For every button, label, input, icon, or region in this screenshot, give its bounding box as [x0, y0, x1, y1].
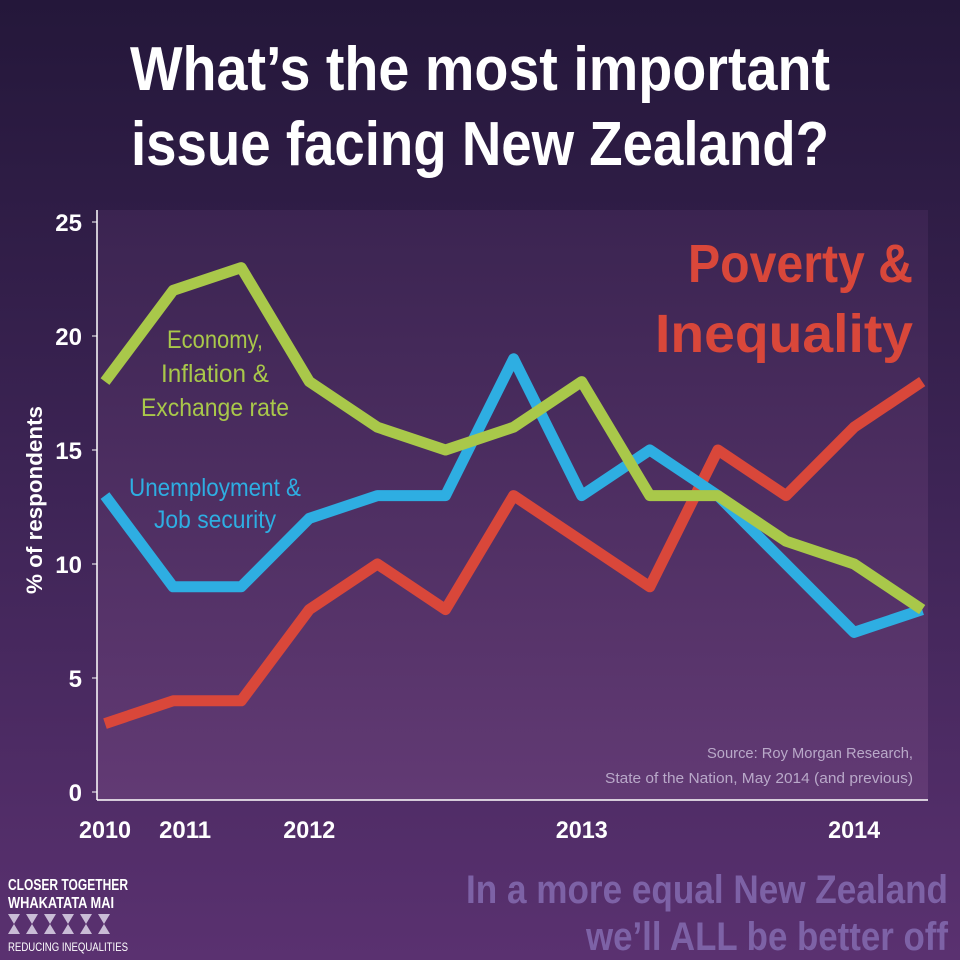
source-note: State of the Nation, May 2014 (and previ… — [605, 770, 913, 787]
series-line — [103, 377, 926, 729]
y-tick-label: 0 — [69, 780, 82, 807]
series-label: Unemployment & — [129, 474, 301, 502]
chart-title: issue facing New Zealand? — [131, 110, 829, 179]
logo-text: CLOSER TOGETHER — [8, 877, 128, 894]
footer-text: In a more equal New Zealand — [466, 868, 948, 912]
footer-text: we’ll ALL be better off — [585, 915, 948, 959]
series-label: Poverty & — [688, 234, 913, 294]
x-tick-label: 2013 — [556, 817, 608, 844]
series-label: Job security — [154, 506, 276, 534]
series-label: Inflation & — [161, 360, 269, 388]
chart-title: What’s the most important — [130, 35, 830, 104]
series-line — [100, 353, 924, 638]
x-tick-label: 2012 — [283, 817, 335, 844]
logo-pattern — [8, 914, 110, 934]
x-tick-label: 2014 — [828, 817, 881, 844]
source-note: Source: Roy Morgan Research, — [707, 745, 913, 762]
y-tick-label: 15 — [55, 438, 82, 465]
y-tick-label: 20 — [55, 324, 82, 351]
y-tick-label: 5 — [69, 666, 82, 693]
y-tick-label: 25 — [55, 210, 82, 237]
series-label: Economy, — [167, 326, 263, 354]
series-label: Inequality — [655, 304, 913, 364]
logo-text: REDUCING INEQUALITIES — [8, 940, 128, 954]
y-tick-label: 10 — [55, 552, 82, 579]
series-line — [100, 262, 926, 615]
x-tick-label: 2010 — [79, 817, 131, 844]
y-axis-label: % of respondents — [22, 406, 47, 594]
x-tick-label: 2011 — [159, 817, 211, 844]
logo-text: WHAKATATA MAI — [8, 895, 114, 912]
series-label: Exchange rate — [141, 394, 289, 422]
